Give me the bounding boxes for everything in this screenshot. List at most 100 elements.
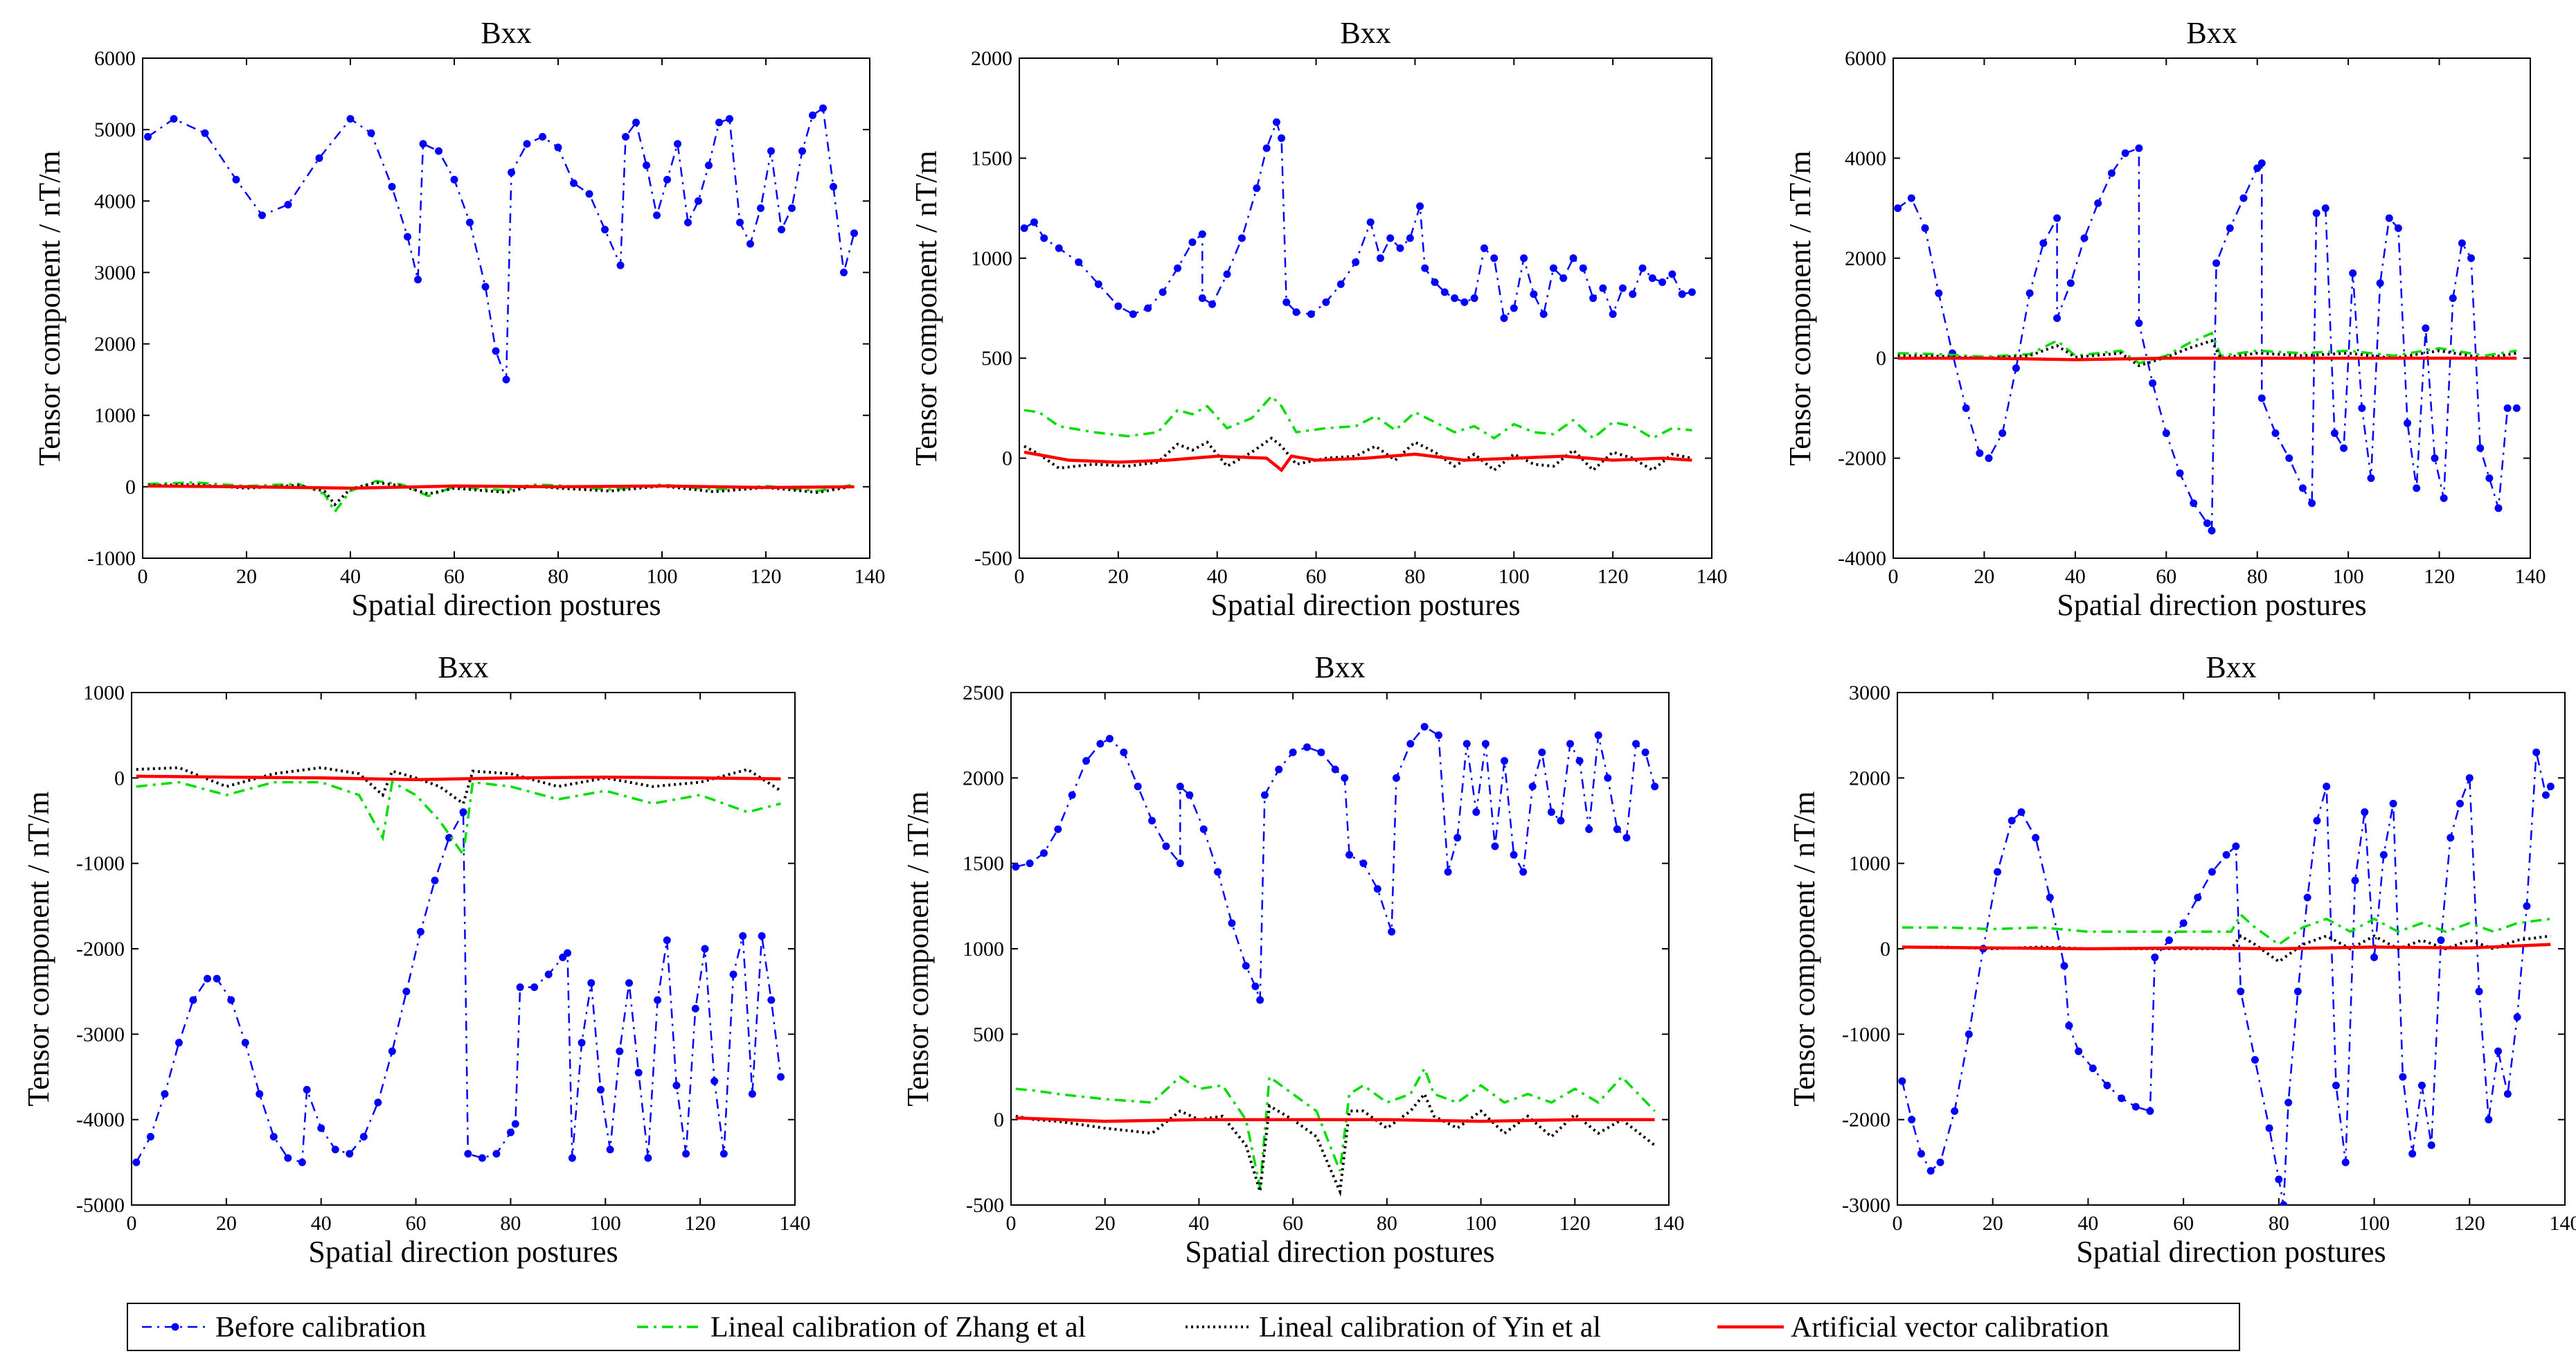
data-point [1547, 808, 1555, 817]
data-point [1575, 757, 1584, 765]
series-line-3 [1015, 1091, 1656, 1197]
series-group [1012, 722, 1659, 1197]
data-point [2465, 774, 2474, 782]
data-point [2162, 429, 2170, 437]
data-point [1528, 783, 1537, 791]
data-point [2332, 1081, 2340, 1089]
data-point [1431, 278, 1439, 286]
data-point [1278, 134, 1286, 143]
data-point [402, 988, 411, 996]
y-tick-label: -3000 [1842, 1194, 1890, 1217]
data-point [1373, 885, 1381, 893]
data-point [1908, 1116, 1916, 1124]
data-point [1935, 289, 1943, 297]
data-point [1307, 310, 1315, 319]
data-point [705, 161, 713, 170]
series-line-2 [1902, 912, 2551, 946]
data-point [2503, 404, 2512, 412]
data-point [435, 147, 442, 155]
data-point [2285, 454, 2293, 463]
data-point [346, 1150, 354, 1158]
data-point [2025, 289, 2034, 297]
x-tick-label: 0 [127, 1212, 137, 1235]
data-point [691, 1004, 699, 1012]
data-point [175, 1039, 183, 1047]
data-point [1678, 290, 1686, 298]
data-point [2149, 379, 2157, 387]
x-tick-label: 120 [1559, 1212, 1591, 1235]
data-point [2226, 224, 2234, 232]
series-line-4 [136, 774, 781, 782]
data-point [464, 1150, 472, 1158]
data-point [719, 1150, 728, 1158]
data-point [1472, 808, 1481, 817]
y-axis-label: Tensor component / nT/m [1783, 150, 1817, 465]
legend-marker [171, 1323, 179, 1331]
data-point [258, 211, 266, 220]
x-tick-label: 20 [1974, 565, 1994, 588]
data-point [1530, 290, 1538, 298]
chart-panel-6: 0 20 40 60 80 100 120 140 -3000 -2000 -1000 0 1000 20… [1787, 650, 2576, 1269]
x-tick-label: 0 [1893, 1212, 1903, 1235]
data-point [1174, 264, 1182, 272]
data-point [2265, 1124, 2273, 1132]
x-tick-label: 100 [1499, 565, 1530, 588]
series-group [132, 766, 785, 1166]
x-tick-label: 100 [1465, 1212, 1496, 1235]
y-tick-label: 1000 [1849, 853, 1890, 875]
data-point [729, 970, 737, 979]
series-line-2 [1015, 1065, 1656, 1188]
x-tick-label: 120 [751, 565, 782, 588]
data-point [1096, 740, 1104, 748]
x-tick-label: 80 [1377, 1212, 1397, 1235]
x-tick-label: 40 [2077, 1212, 2098, 1235]
data-point [1622, 834, 1631, 842]
x-axis-label: Spatial direction postures [2057, 588, 2366, 622]
series-line-3 [136, 766, 782, 806]
data-point [767, 147, 775, 155]
data-point [2408, 1150, 2417, 1158]
data-point [1629, 290, 1637, 298]
data-point [144, 132, 152, 141]
x-axis-label: Spatial direction postures [1185, 1235, 1494, 1269]
data-point [1214, 868, 1222, 876]
legend-label-4: Artificial vector calibration [1791, 1312, 2109, 1344]
data-point [298, 1158, 306, 1166]
data-point [481, 283, 490, 291]
data-point [2151, 953, 2159, 961]
data-point [1435, 731, 1442, 740]
data-point [1421, 264, 1429, 272]
data-point [2298, 484, 2307, 492]
data-point [2017, 808, 2025, 817]
plot-frame [131, 692, 796, 1206]
chart-panel-1: 0 20 40 60 80 100 120 140-100001000200030004000… [33, 16, 886, 622]
data-point [715, 118, 723, 127]
data-point [2012, 364, 2020, 373]
x-tick-label: 60 [2156, 565, 2176, 588]
data-point [1198, 230, 1206, 238]
data-point [1519, 868, 1528, 876]
series-line-2 [147, 479, 855, 515]
data-point [1386, 234, 1395, 242]
data-point [2065, 1021, 2073, 1030]
data-point [2494, 1047, 2503, 1055]
data-point [2275, 1175, 2283, 1184]
data-point [2456, 799, 2465, 808]
data-point [1500, 314, 1508, 322]
data-point [2476, 444, 2485, 452]
data-point [1907, 194, 1915, 202]
data-point [736, 218, 744, 226]
data-point [374, 1098, 382, 1107]
x-tick-label: 140 [1654, 1212, 1685, 1235]
data-point [682, 1150, 690, 1158]
data-point [1406, 740, 1415, 748]
y-tick-label: 1000 [971, 247, 1012, 270]
data-point [1129, 310, 1137, 319]
data-point [622, 132, 629, 141]
plot-frame [1893, 57, 2531, 559]
legend-label-2: Lineal calibration of Zhang et al [710, 1312, 1086, 1344]
data-point [1589, 294, 1598, 303]
data-point [1012, 863, 1020, 871]
data-point [585, 190, 593, 198]
y-tick-label: 3000 [1849, 681, 1890, 704]
